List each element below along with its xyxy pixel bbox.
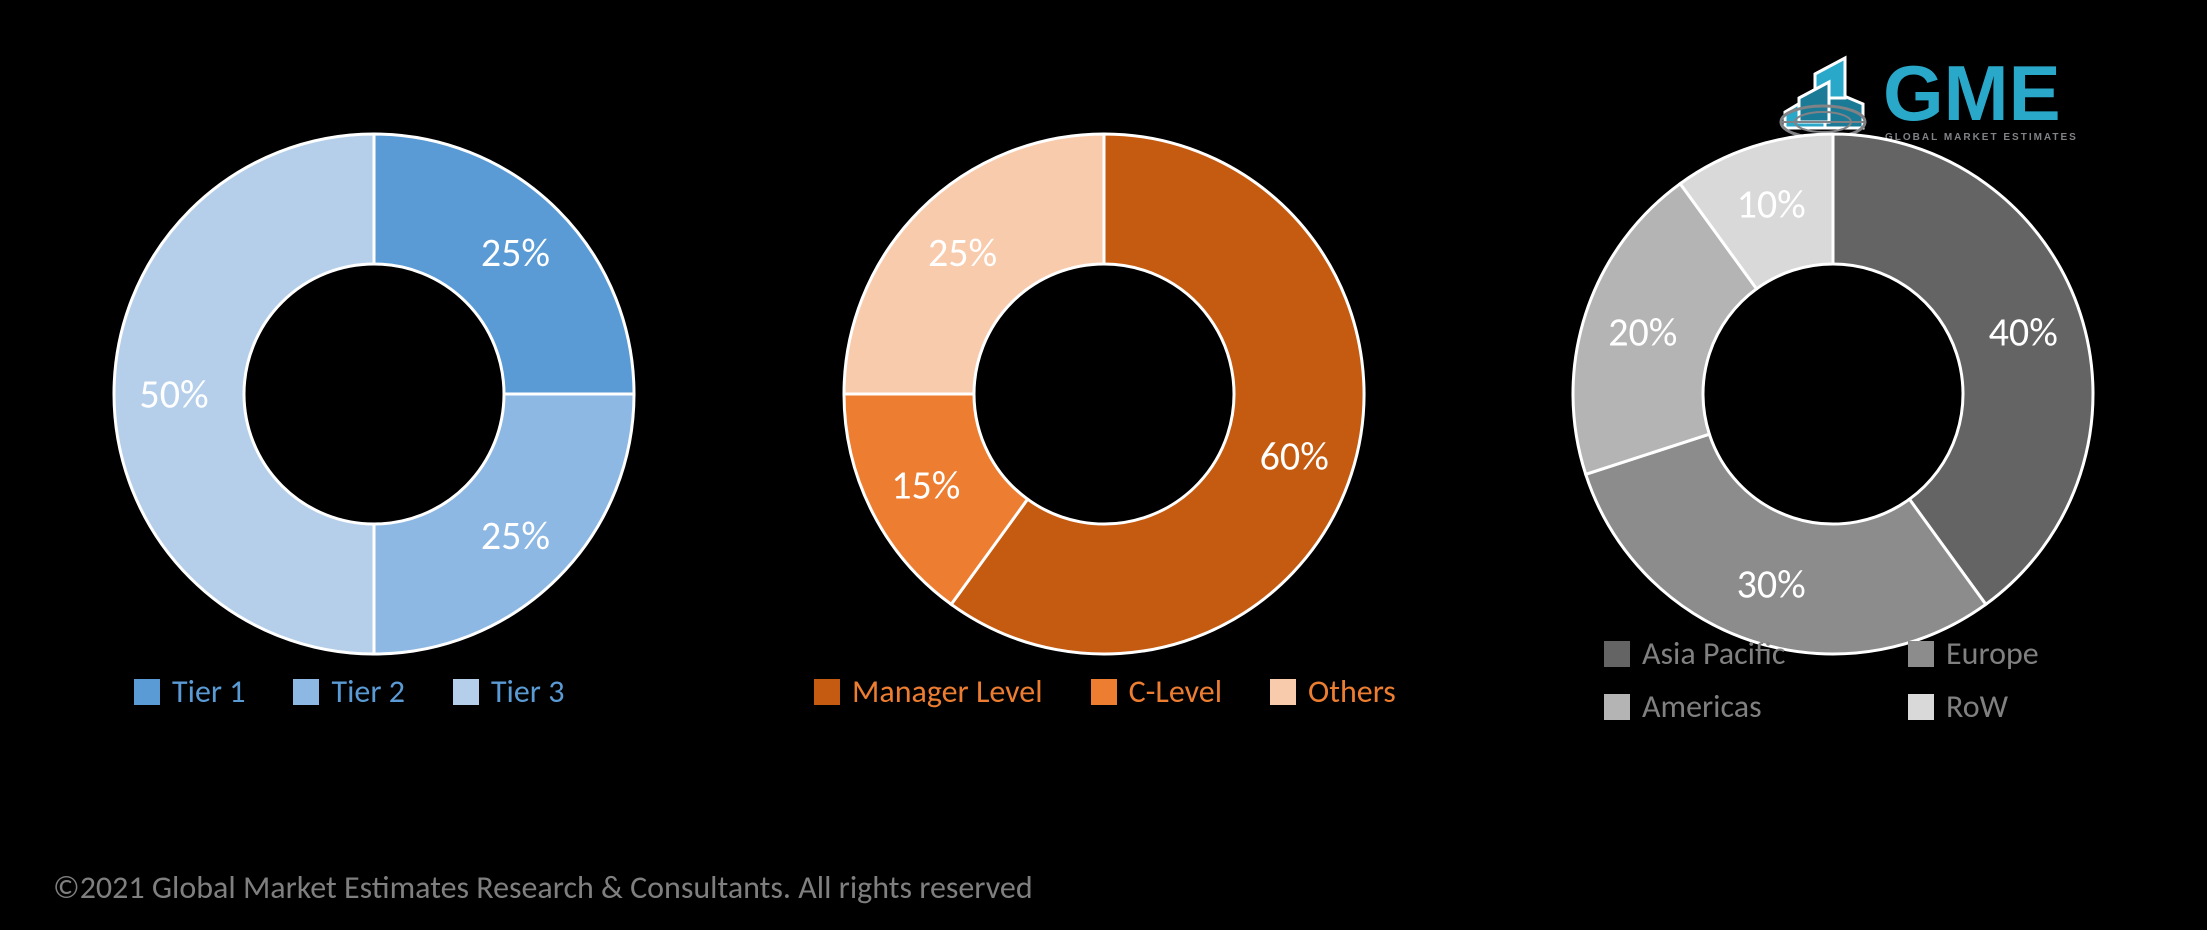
legend-swatch <box>1908 694 1934 720</box>
legend-item: Tier 3 <box>453 672 564 711</box>
legend-label: Manager Level <box>852 672 1043 711</box>
legend-swatch <box>1604 694 1630 720</box>
slice-label: 30% <box>1737 560 1806 609</box>
legend-label: Americas <box>1642 687 1762 726</box>
copyright-text: ©2021 Global Market Estimates Research &… <box>53 868 1033 907</box>
legend-swatch <box>1091 679 1117 705</box>
donut-chart-regions: 40% 30% 20% 10% <box>1553 114 2113 674</box>
slice-label: 25% <box>928 228 997 277</box>
legend-label: Tier 3 <box>491 672 564 711</box>
legend-regions: Asia Pacific Europe Americas RoW <box>1604 634 2164 726</box>
legend-item: Tier 2 <box>293 672 404 711</box>
donut-chart-tiers: 25% 25% 50% <box>94 114 654 674</box>
legend-swatch <box>453 679 479 705</box>
legend-row: Tier 1 Tier 2 Tier 3 Manager Level C-Level O… <box>114 634 2093 734</box>
legend-levels: Manager Level C-Level Others <box>814 672 1574 711</box>
legend-tiers: Tier 1 Tier 2 Tier 3 <box>134 672 774 711</box>
slice-label: 20% <box>1608 308 1677 357</box>
slice-label: 60% <box>1259 431 1328 480</box>
legend-label: Tier 1 <box>172 672 245 711</box>
legend-swatch <box>814 679 840 705</box>
slice-label: 25% <box>481 228 550 277</box>
chart-inner: GME GLOBAL MARKET ESTIMATES 25%25%50% 60… <box>31 31 2176 847</box>
legend-label: Asia Pacific <box>1642 634 1785 673</box>
slice-label: 15% <box>891 460 960 509</box>
legend-label: Tier 2 <box>331 672 404 711</box>
donut-slice <box>1586 434 1986 654</box>
donut-chart-levels: 60% 15% 25% <box>824 114 1384 674</box>
legend-item: RoW <box>1908 687 2164 726</box>
slice-label: 40% <box>1989 308 2058 357</box>
legend-swatch <box>1604 641 1630 667</box>
legend-swatch <box>134 679 160 705</box>
legend-item: Europe <box>1908 634 2164 673</box>
legend-swatch <box>293 679 319 705</box>
legend-item: Americas <box>1604 687 1860 726</box>
legend-label: Europe <box>1946 634 2039 673</box>
legend-item: C-Level <box>1091 672 1222 711</box>
chart-frame: GME GLOBAL MARKET ESTIMATES 25%25%50% 60… <box>0 0 2207 930</box>
legend-label: RoW <box>1946 687 2008 726</box>
legend-item: Tier 1 <box>134 672 245 711</box>
slice-label: 25% <box>481 511 550 560</box>
legend-item: Others <box>1270 672 1396 711</box>
charts-row: 25% 25% 50% 60% 15% 25% 40% 30% 20% 10% <box>94 94 2113 694</box>
legend-label: C-Level <box>1129 672 1222 711</box>
slice-label: 10% <box>1737 179 1806 228</box>
legend-label: Others <box>1308 672 1396 711</box>
legend-swatch <box>1908 641 1934 667</box>
legend-item: Manager Level <box>814 672 1043 711</box>
legend-swatch <box>1270 679 1296 705</box>
legend-item: Asia Pacific <box>1604 634 1860 673</box>
slice-label: 50% <box>139 370 208 419</box>
